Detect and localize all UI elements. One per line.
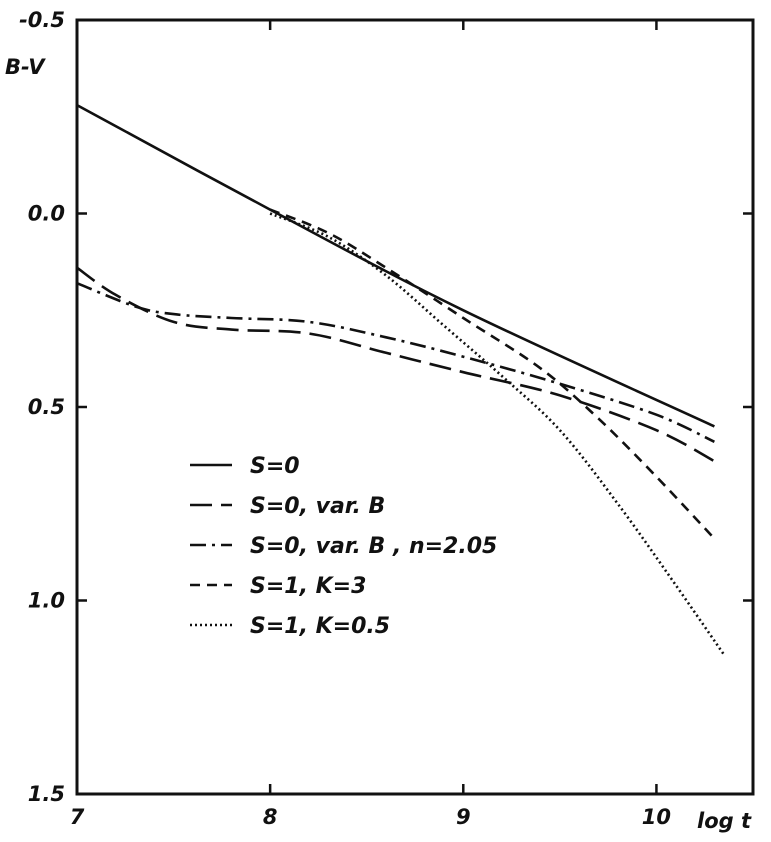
x-axis-label: log t bbox=[697, 809, 752, 833]
y-tick-label: -0.5 bbox=[19, 8, 65, 32]
series-group bbox=[76, 103, 726, 656]
x-tick-label: 8 bbox=[263, 805, 278, 829]
legend-label-s-0-var-b: S=0, var. B bbox=[250, 494, 385, 519]
legend-label-s-0: S=0 bbox=[250, 454, 300, 479]
legend-label-s-0-var-b-n-2-05: S=0, var. B , n=2.05 bbox=[250, 534, 497, 559]
series-line-s-0-var-b-n-2-05 bbox=[76, 281, 715, 443]
y-tick-label: 0.0 bbox=[28, 202, 65, 226]
legend: S=0 S=0, var. B S=0, var. B , n=2.05 S=1, K… bbox=[190, 454, 497, 639]
series-line-s-1-k-3 bbox=[269, 208, 716, 540]
series-line-s-0-var-b bbox=[76, 266, 716, 463]
legend-label-s-1-k-3: S=1, K=3 bbox=[250, 574, 366, 599]
y-axis-label: B-V bbox=[5, 55, 46, 79]
y-tick-label: 1.5 bbox=[28, 782, 65, 806]
x-tick-label: 9 bbox=[456, 805, 471, 829]
series-line-s-0 bbox=[76, 103, 715, 428]
plot-frame bbox=[75, 18, 755, 796]
x-tick-label: 10 bbox=[642, 805, 671, 829]
y-tick-label: 1.0 bbox=[28, 589, 65, 613]
y-axis: -0.5 0.0 0.5 1.0 1.5 bbox=[19, 8, 753, 806]
x-tick-label: 7 bbox=[70, 805, 85, 829]
y-tick-label: 0.5 bbox=[28, 395, 65, 419]
legend-label-s-1-k-0-5: S=1, K=0.5 bbox=[250, 614, 390, 639]
x-axis: 7 8 9 10 bbox=[70, 20, 671, 829]
